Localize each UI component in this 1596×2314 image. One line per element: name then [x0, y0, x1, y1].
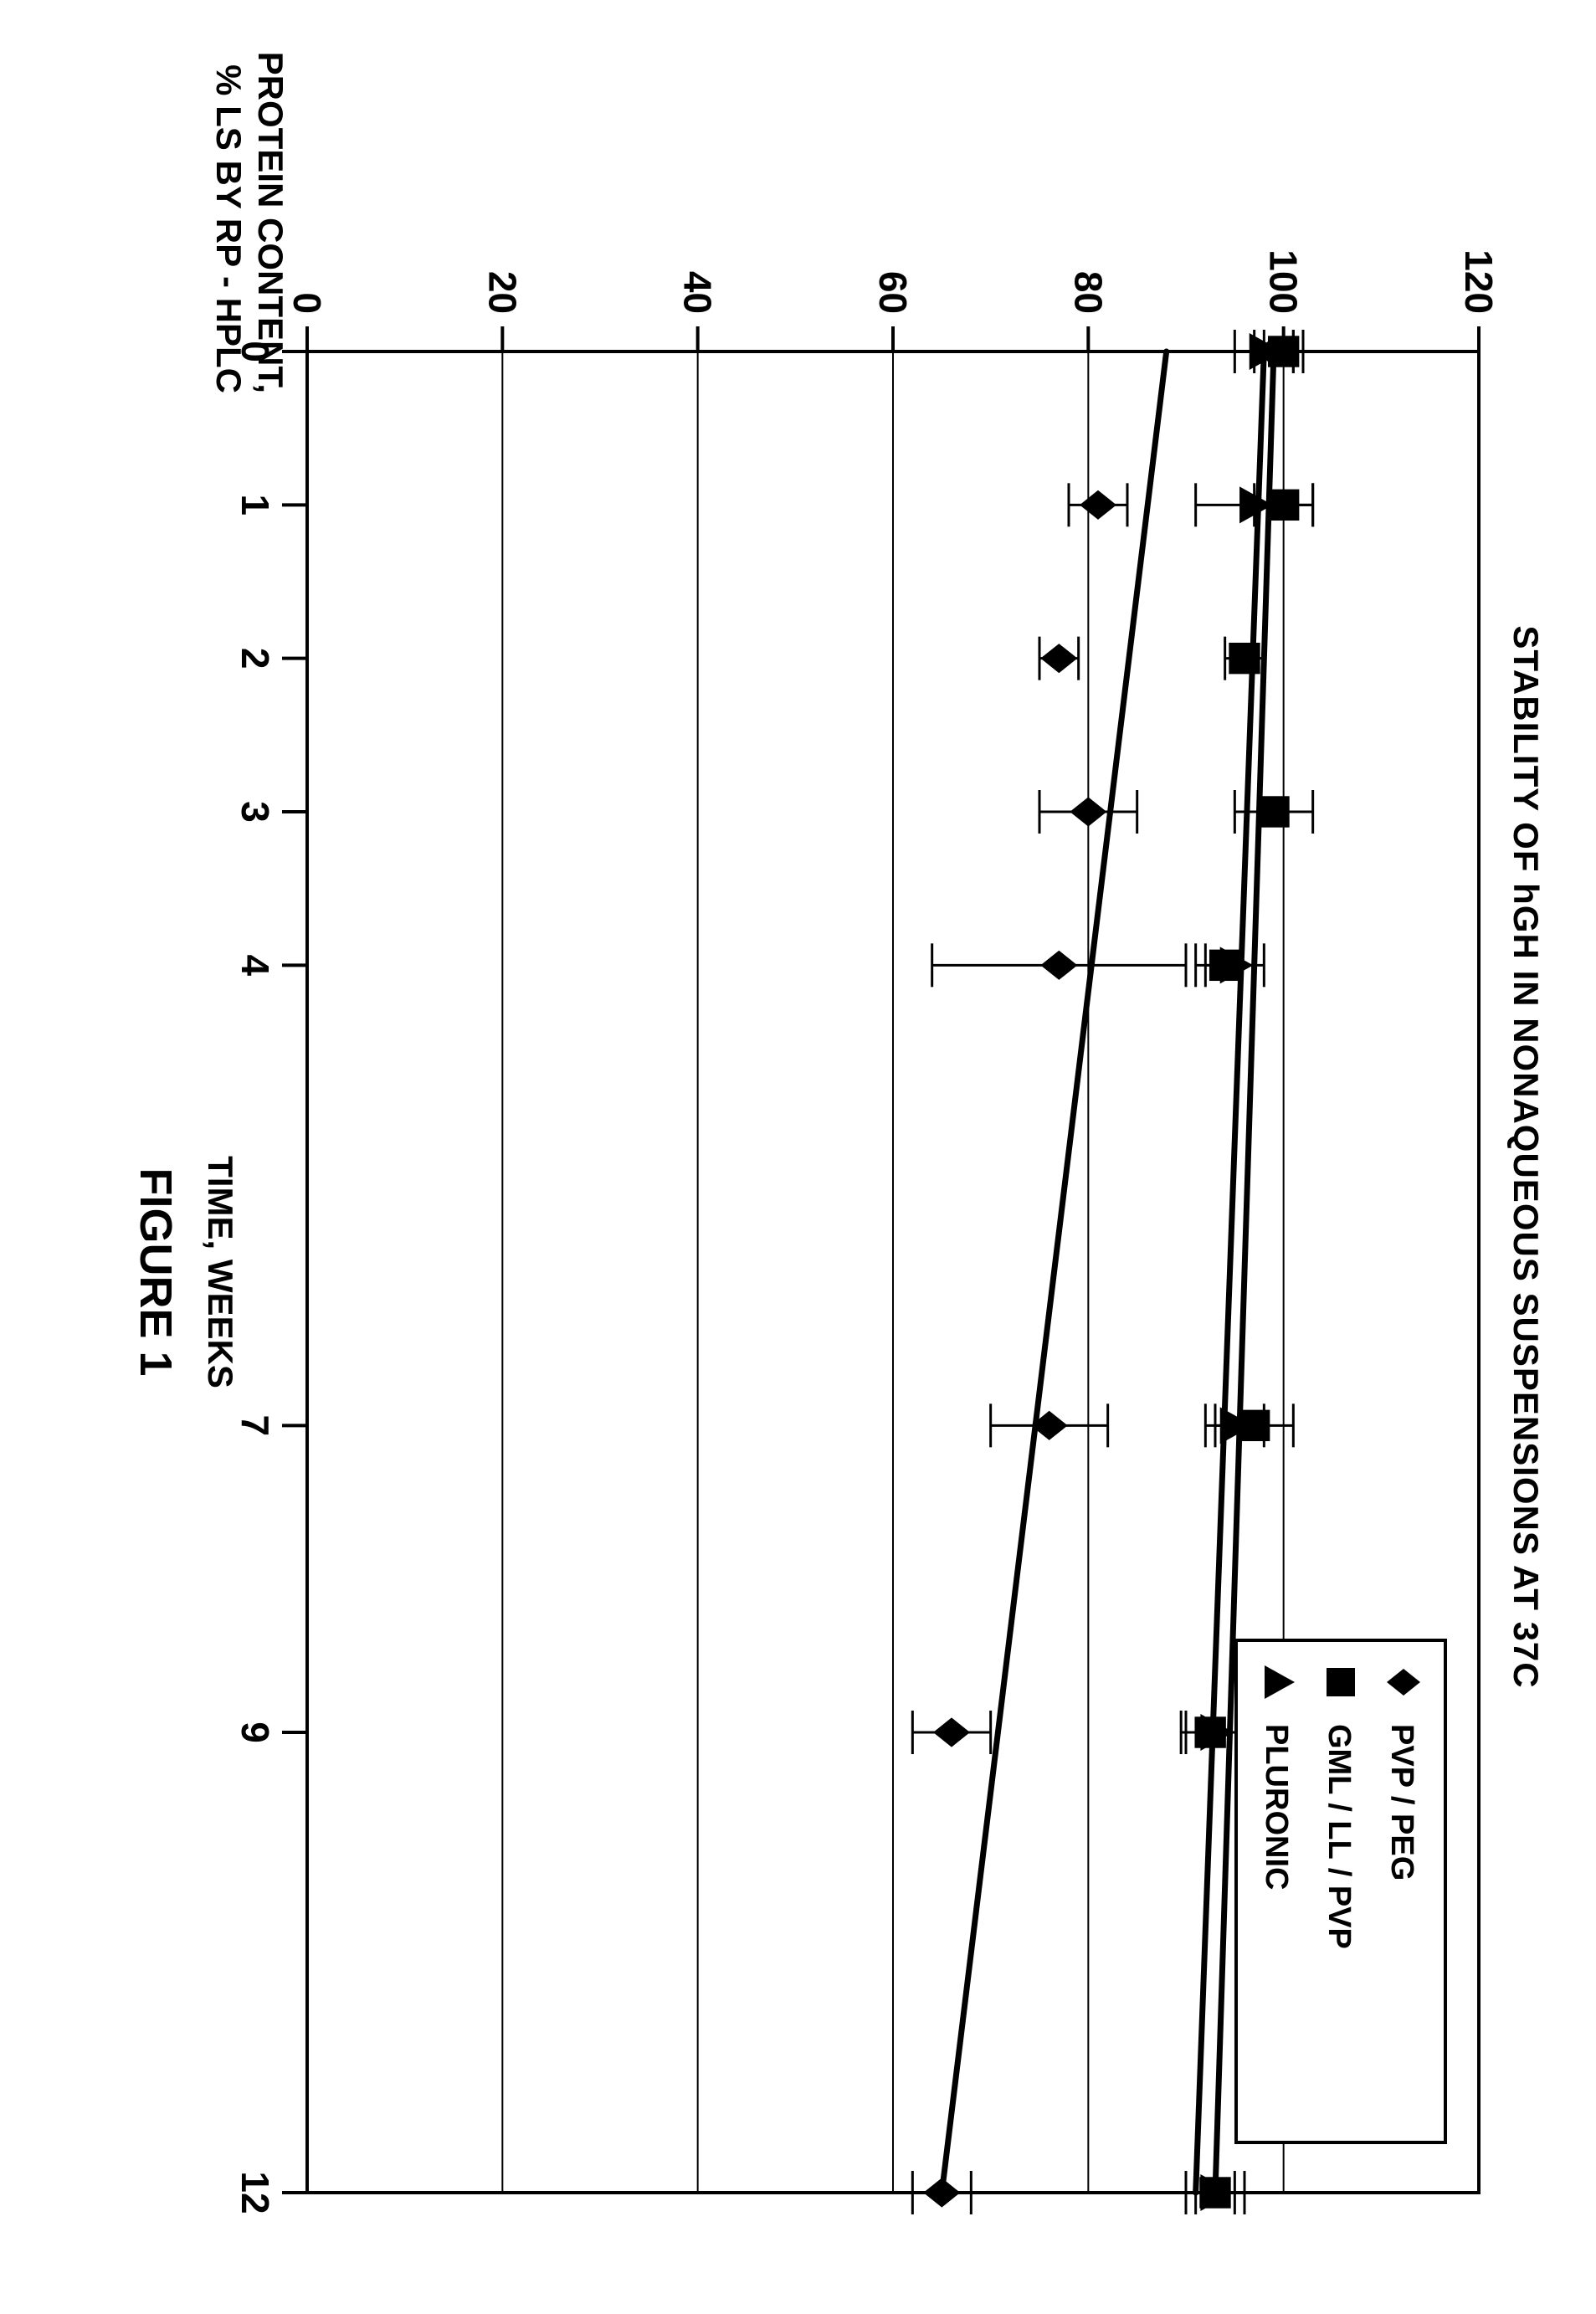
y-tick-label: 0: [285, 292, 329, 314]
legend-label: PLURONIC: [1259, 1724, 1294, 1890]
y-axis-label-line1: PROTEIN CONTENT,: [250, 33, 290, 393]
square-marker-icon: [1327, 1668, 1355, 1696]
trend-line: [942, 351, 1166, 2193]
chart-title: STABILITY OF hGH IN NONAQUEOUS SUSPENSIO…: [1506, 0, 1546, 2314]
diamond-marker-icon: [933, 1717, 970, 1747]
legend-label: GML / LL / PVP: [1321, 1724, 1357, 1949]
page-root: STABILITY OF hGH IN NONAQUEOUS SUSPENSIO…: [0, 0, 1596, 2314]
diamond-marker-icon: [923, 2178, 960, 2207]
y-tick-label: 60: [871, 271, 915, 314]
diamond-marker-icon: [1040, 951, 1077, 980]
y-tick-label: 120: [1457, 249, 1501, 314]
y-axis-label-line2: % LS BY RP - HPLC: [208, 33, 249, 393]
y-tick-label: 100: [1262, 249, 1306, 314]
diamond-marker-icon: [1080, 490, 1116, 520]
diamond-marker-icon: [1070, 797, 1106, 826]
y-tick-label: 20: [480, 271, 524, 314]
legend: PVP / PEG GML / LL / PVP PLURONIC: [1236, 1640, 1445, 2142]
chart-rotated-wrapper: STABILITY OF hGH IN NONAQUEOUS SUSPENSIO…: [0, 0, 1596, 2314]
legend-label: PVP / PEG: [1384, 1724, 1419, 1880]
square-marker-icon: [1258, 796, 1289, 827]
figure-caption: FIGURE 1: [130, 351, 182, 2193]
diamond-marker-icon: [1040, 644, 1077, 673]
y-tick-label: 40: [676, 271, 720, 314]
chart-container: STABILITY OF hGH IN NONAQUEOUS SUSPENSIO…: [0, 0, 1596, 2314]
y-tick-label: 80: [1066, 271, 1110, 314]
x-axis-label: TIME, WEEKS: [200, 351, 240, 2193]
